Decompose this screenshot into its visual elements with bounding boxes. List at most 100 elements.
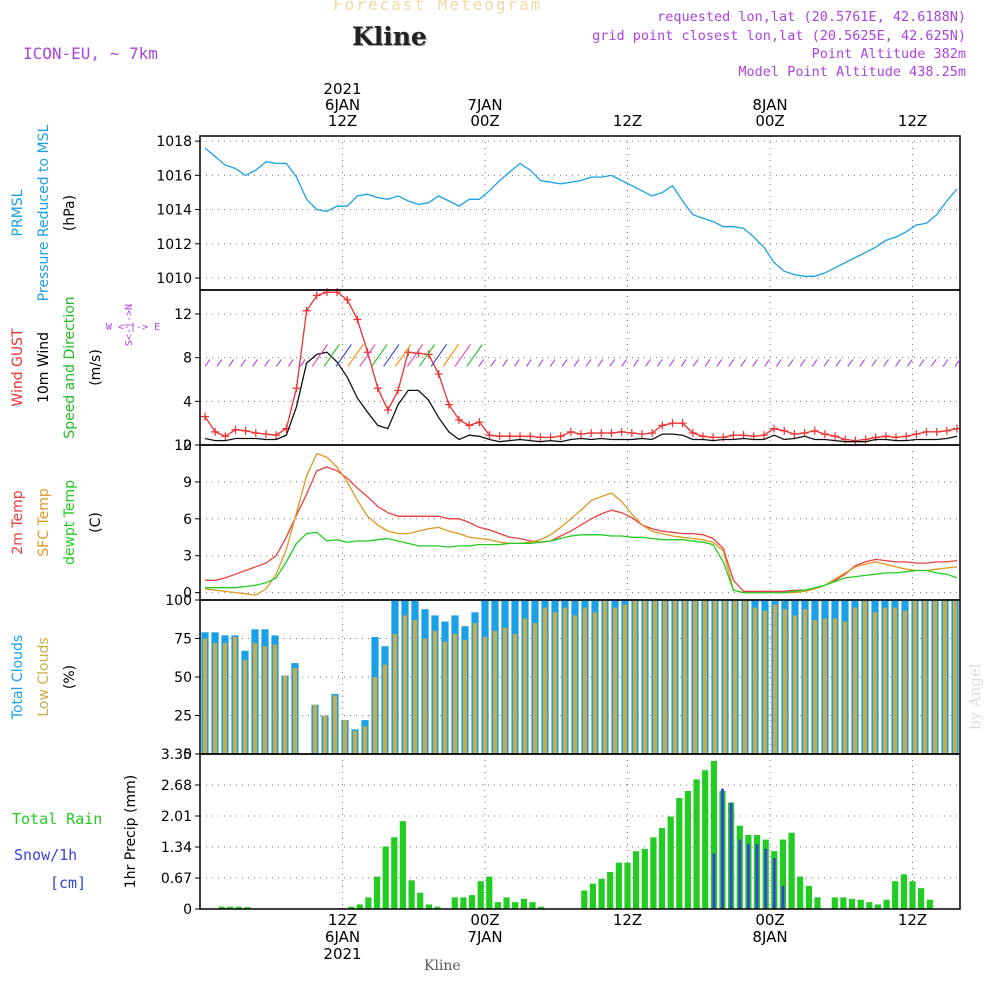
low-bar xyxy=(363,726,367,754)
low-bar xyxy=(543,607,547,754)
y-tick-label: 3.35 xyxy=(161,747,192,763)
gust-point xyxy=(251,428,260,437)
y-axis-label: PRMSL xyxy=(10,189,26,236)
low-bar xyxy=(713,600,717,754)
gust-point xyxy=(637,430,646,439)
low-bar xyxy=(653,600,657,754)
legend-cm: [cm] xyxy=(50,874,86,892)
y-tick-label: 0 xyxy=(183,747,192,763)
low-bar xyxy=(853,607,857,754)
rain-bar xyxy=(434,906,441,909)
time-label-bottom: 6JAN xyxy=(325,928,360,946)
wind-direction-arrow xyxy=(871,359,878,367)
rain-bar xyxy=(512,902,519,909)
y-axis-label: Speed and Direction xyxy=(62,296,78,438)
wind-direction-arrow xyxy=(633,359,639,367)
rain-bar xyxy=(866,902,873,909)
low-bar xyxy=(893,607,897,754)
wind-direction-arrow xyxy=(752,359,758,367)
gust-point xyxy=(211,427,220,436)
gust-point xyxy=(526,432,535,441)
wind-direction-arrow xyxy=(811,359,818,367)
rain-bar xyxy=(477,881,484,909)
wind-direction-arrow xyxy=(478,359,485,367)
wind-direction-arrow xyxy=(895,359,901,367)
wind-direction-arrow xyxy=(359,344,376,367)
gust-point xyxy=(475,418,484,427)
rain-bar xyxy=(348,906,355,909)
y-tick-label: 0.67 xyxy=(161,871,192,887)
station-title: Kline xyxy=(352,22,427,51)
low-bar xyxy=(253,643,257,754)
low-bar xyxy=(783,609,787,754)
rain-bar xyxy=(641,848,648,909)
low-bar xyxy=(413,620,417,754)
gust-point xyxy=(373,384,382,393)
wind-direction-arrow xyxy=(454,344,471,367)
rain-bar xyxy=(676,798,683,909)
panel-frame xyxy=(199,753,961,910)
rain-bar xyxy=(788,832,795,909)
rain-bar xyxy=(460,897,467,909)
rain-bar xyxy=(693,779,700,909)
snow-bar xyxy=(738,839,742,909)
low-bar xyxy=(513,633,517,754)
low-bar xyxy=(723,600,727,754)
y-tick-label: 1018 xyxy=(156,134,192,150)
y-tick-label: 1012 xyxy=(156,237,192,253)
y-tick-label: 9 xyxy=(183,475,192,491)
gust-point xyxy=(566,427,575,436)
gust-point xyxy=(648,428,657,437)
y-tick-label: 12 xyxy=(174,438,192,454)
snow-bar xyxy=(721,788,724,909)
gust-point xyxy=(820,430,829,439)
time-label-bottom: 8JAN xyxy=(752,928,787,946)
rain-bar xyxy=(900,874,907,909)
low-bar xyxy=(903,610,907,754)
gust-point xyxy=(353,315,362,324)
wind-direction-arrow xyxy=(835,359,842,367)
rain-bar xyxy=(244,907,251,909)
gust-point xyxy=(780,426,789,435)
gust-point xyxy=(597,428,606,437)
gust-point xyxy=(912,430,921,439)
low-bar xyxy=(373,677,377,754)
y-axis-label: (m/s) xyxy=(88,349,104,386)
gust-point xyxy=(394,386,403,395)
gust-point xyxy=(587,428,596,437)
low-bar xyxy=(503,627,507,754)
rain-bar xyxy=(650,837,657,909)
wind-direction-arrow xyxy=(621,359,628,367)
time-label-top: 12Z xyxy=(613,112,642,130)
low-bar xyxy=(793,615,797,754)
gust-point xyxy=(201,412,209,421)
rain-bar xyxy=(797,876,804,909)
gust-point xyxy=(424,350,433,359)
low-bar xyxy=(593,612,597,754)
gust-point xyxy=(577,430,585,439)
gust-point xyxy=(668,419,677,428)
rain-bar xyxy=(391,837,398,909)
low-bar xyxy=(433,630,437,754)
wind-direction-arrow xyxy=(597,359,604,367)
wind-direction-arrow xyxy=(216,359,223,367)
panel-frame xyxy=(199,289,961,446)
wind-direction-arrow xyxy=(383,344,400,367)
low-bar xyxy=(923,600,927,754)
time-label-top: 7JAN xyxy=(467,96,502,114)
low-bar xyxy=(333,695,337,754)
y-tick-label: 100 xyxy=(165,593,192,609)
gust-point xyxy=(241,426,250,435)
rain-bar xyxy=(503,897,510,909)
wind-direction-arrow xyxy=(823,359,830,367)
gust-point xyxy=(292,384,301,393)
y-axis-label: 10m Wind xyxy=(36,332,52,403)
gust-point xyxy=(536,433,545,442)
pressure-line xyxy=(204,147,958,277)
low-bar xyxy=(383,664,387,754)
y-tick-label: 1014 xyxy=(156,203,192,219)
gust-point xyxy=(495,432,504,441)
point-altitude: Point Altitude 382m xyxy=(811,46,966,62)
gust-point xyxy=(678,419,687,428)
gust-point xyxy=(810,426,819,435)
